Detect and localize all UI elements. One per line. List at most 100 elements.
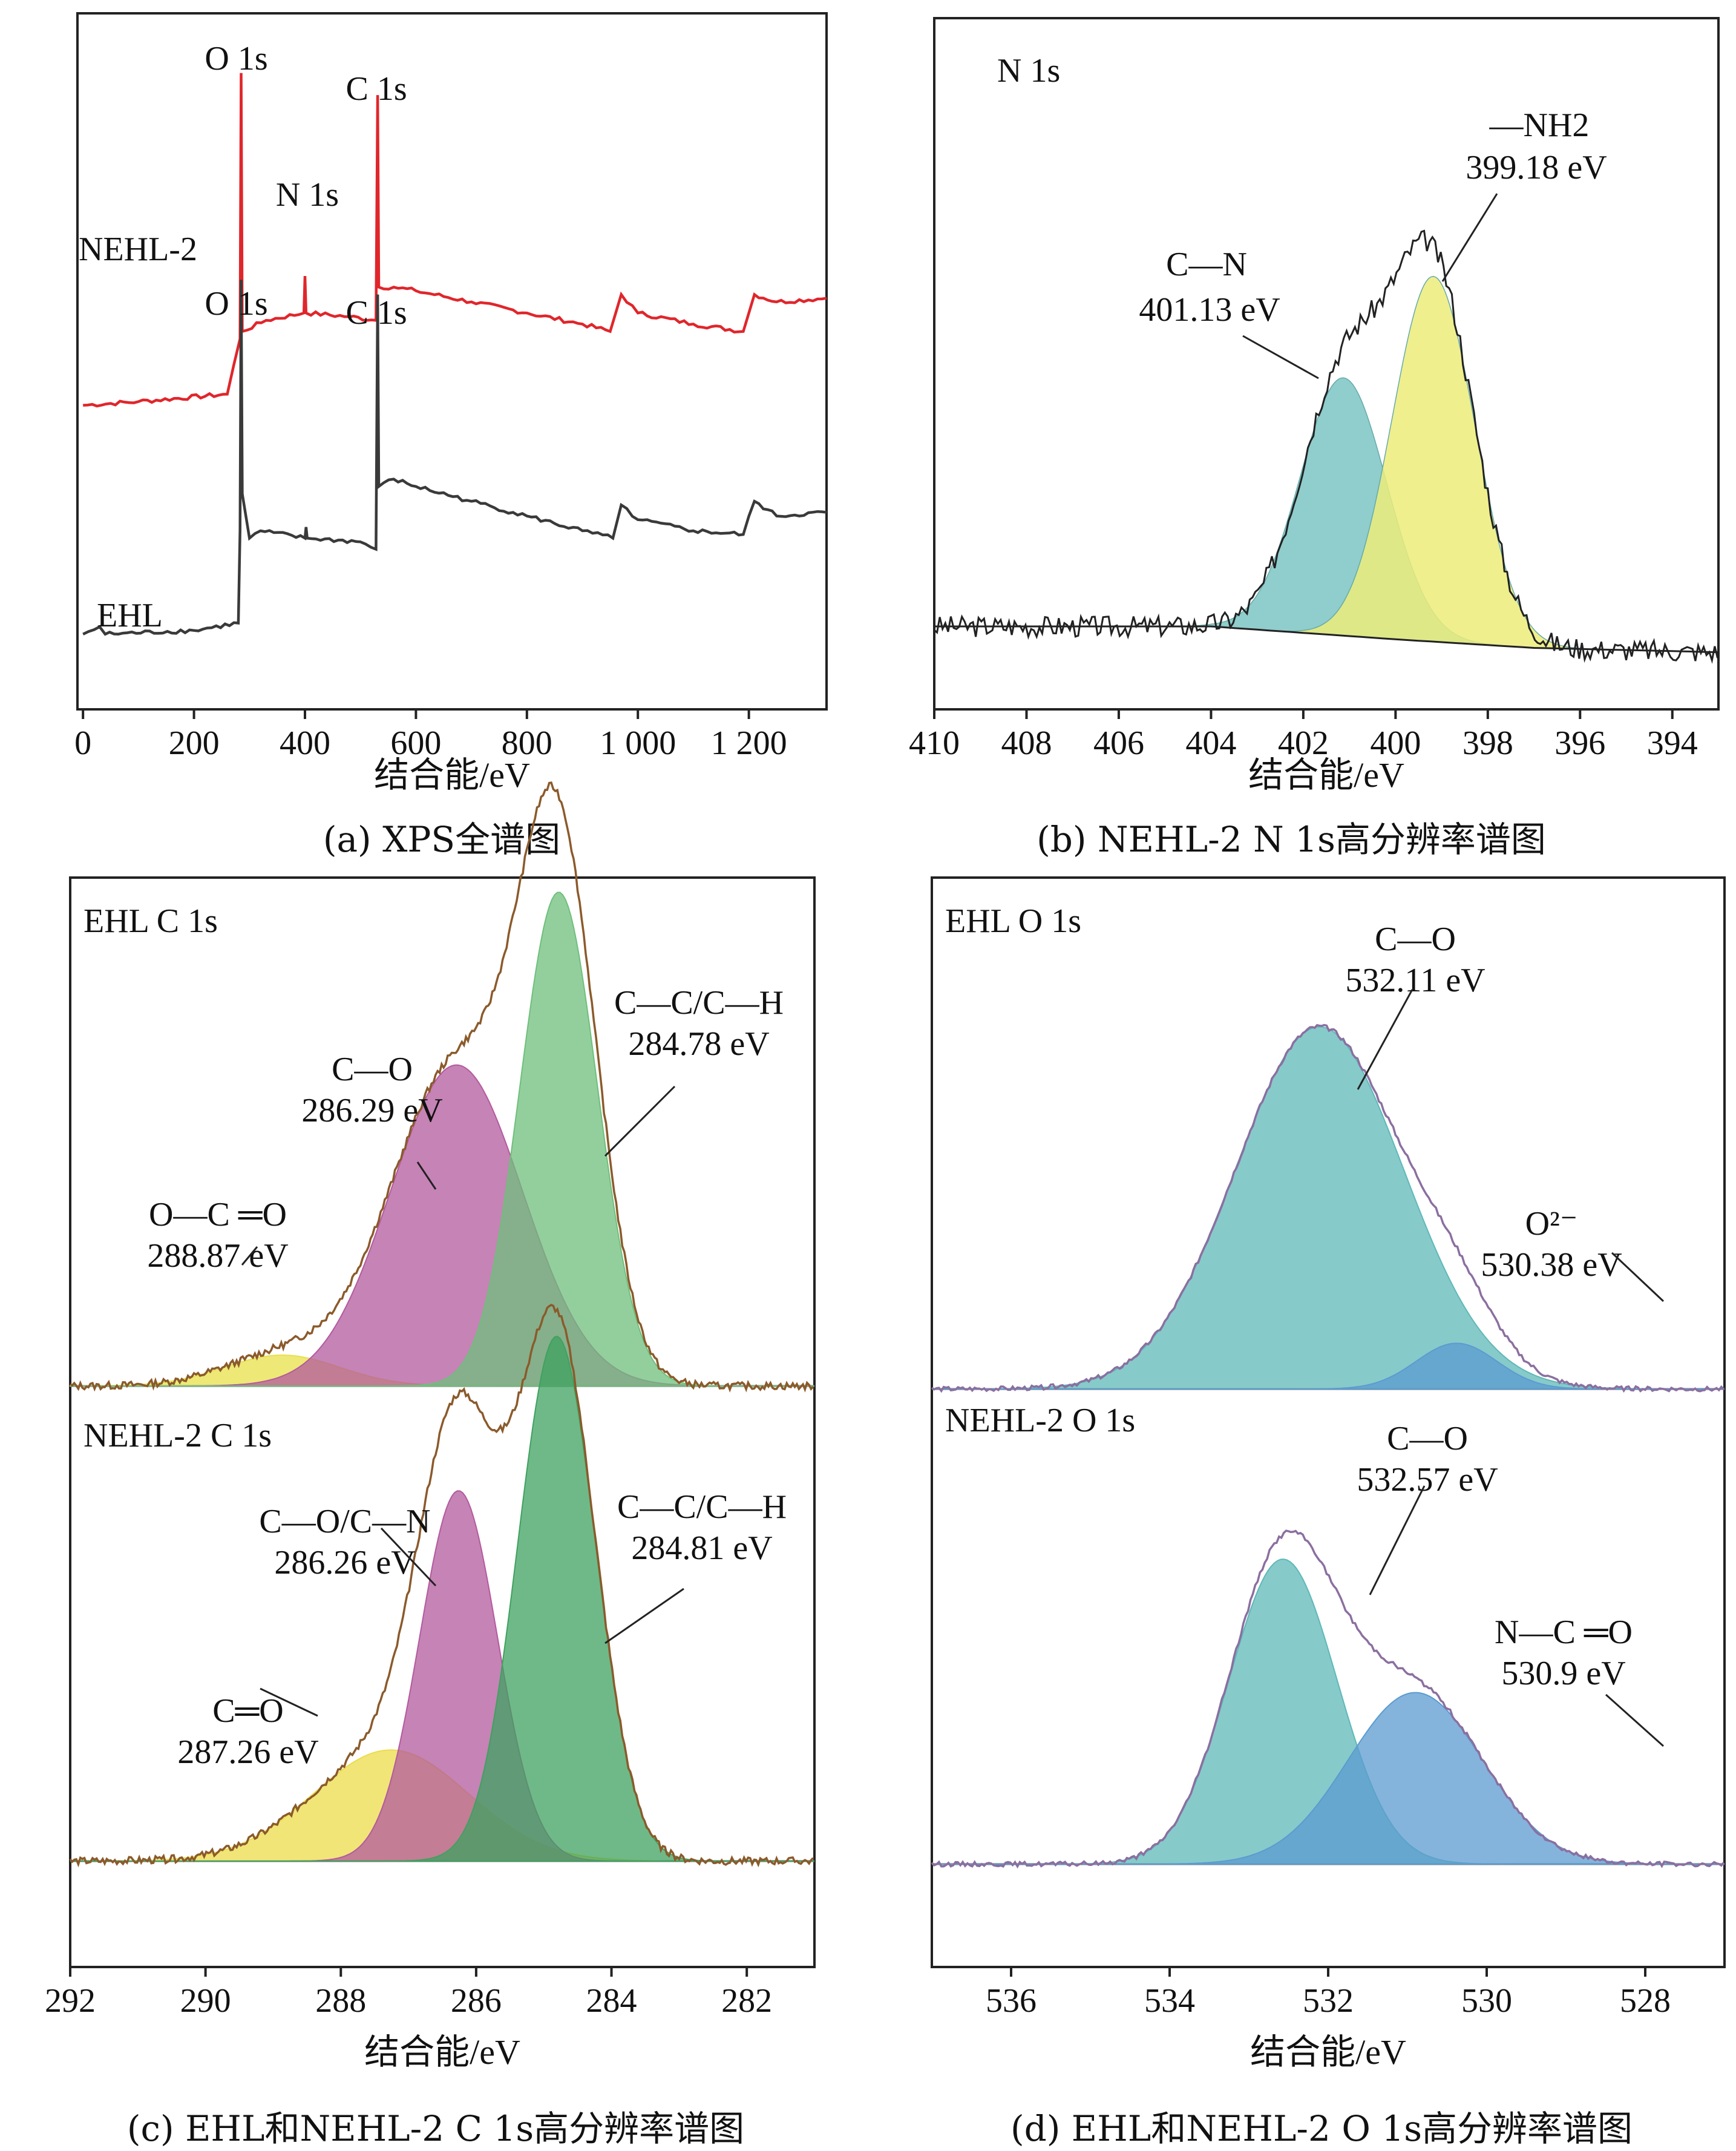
d-peak-energy: 532.57 eV: [1357, 1461, 1498, 1499]
c-peak-energy: 287.26 eV: [177, 1733, 318, 1771]
panel-d-chart: 536 534 532 530 528 结合能/eV EHL O 1s C—O 532.11 e…: [931, 876, 1726, 2072]
c-x-tick-label: 288: [315, 1982, 366, 2020]
a-peak-label: N 1s: [276, 176, 339, 214]
a-axes-frame: [76, 12, 828, 711]
c-peak-energy: 284.78 eV: [628, 1025, 769, 1063]
b-x-axis-label: 结合能/eV: [1248, 755, 1404, 795]
c-peak-label: C—O: [332, 1051, 413, 1088]
d-x-tick-label: 536: [986, 1982, 1037, 2020]
c-peak-label: C—C/C—H: [617, 1488, 787, 1526]
d-peak-label: C—O: [1375, 921, 1456, 958]
c-leader-line: [416, 1161, 437, 1190]
d-peak-energy: 532.11 eV: [1345, 962, 1485, 999]
b-x-tick-label: 398: [1462, 724, 1513, 762]
a-x-tick-label: 0: [74, 724, 91, 762]
panel-c-caption: (c) EHL和NEHL-2 C 1s高分辨率谱图: [126, 2108, 745, 2149]
d-leader-line: [1605, 1693, 1665, 1747]
c-x-axis-label: 结合能/eV: [364, 2032, 520, 2072]
a-x-axis-label: 结合能/eV: [374, 755, 530, 795]
a-peak-label: C 1s: [346, 294, 407, 332]
b-axes-frame: [933, 17, 1720, 711]
b-peak-energy: 401.13 eV: [1139, 291, 1280, 329]
a-series-label-nehl-2: NEHL-2: [79, 231, 197, 268]
b-x-tick-label: 410: [909, 724, 960, 762]
a-series-line-nehl-2: [83, 73, 827, 408]
b-x-tick-label: 394: [1647, 724, 1698, 762]
d-component-area: [932, 1026, 1725, 1390]
c-x-tick-label: 292: [45, 1982, 96, 2020]
d-leader-line: [1611, 1252, 1665, 1302]
c-peak-label: C═O: [212, 1692, 283, 1730]
b-peak-label: C—N: [1166, 246, 1247, 283]
d-peak-label: N—C ═O: [1495, 1614, 1633, 1651]
c-x-tick-label: 282: [721, 1982, 772, 2020]
b-leader-line: [1242, 335, 1319, 379]
a-x-tick-label: 1 200: [711, 724, 787, 762]
b-x-tick-label: 404: [1185, 724, 1236, 762]
c-peak-energy: 284.81 eV: [631, 1529, 772, 1567]
d-subplot-label: NEHL-2 O 1s: [945, 1402, 1135, 1439]
c-x-tick-label: 286: [451, 1982, 502, 2020]
c-axes-frame: [69, 876, 816, 1968]
c-leader-line: [604, 1085, 676, 1157]
d-leader-line: [1369, 1485, 1426, 1595]
b-x-tick-label: 400: [1370, 724, 1421, 762]
d-subplot-label: EHL O 1s: [945, 902, 1081, 940]
b-x-tick-label: 406: [1093, 724, 1144, 762]
d-envelope-line: [931, 1023, 1725, 1393]
panel-b-chart: 410 408 406 404 402 400 398 396 394 结合能/eV N 1s C—N…: [909, 17, 1720, 795]
d-x-tick-label: 528: [1620, 1982, 1671, 2020]
b-x-tick-label: 396: [1554, 724, 1605, 762]
a-peak-label: O 1s: [205, 285, 267, 323]
d-envelope-line: [931, 1529, 1725, 1869]
c-leader-line: [604, 1588, 684, 1644]
c-leader-line: [380, 1527, 437, 1587]
c-peak-energy: 286.29 eV: [301, 1092, 442, 1129]
b-peak-energy: 399.18 eV: [1466, 149, 1607, 186]
d-x-tick-label: 530: [1461, 1982, 1512, 2020]
d-component-area: [932, 1342, 1725, 1390]
a-series-line-ehl: [82, 280, 827, 636]
d-x-tick-label: 534: [1144, 1982, 1195, 2020]
panel-b-caption: (b) NEHL-2 N 1s高分辨率谱图: [1037, 819, 1546, 860]
c-x-tick-label: 284: [586, 1982, 637, 2020]
a-series-label-ehl: EHL: [97, 597, 163, 634]
c-envelope-line: [70, 781, 814, 1393]
b-envelope-line: [934, 229, 1718, 664]
a-x-tick-label: 1 000: [600, 724, 676, 762]
d-peak-label: C—O: [1387, 1420, 1468, 1457]
b-baseline-line: [934, 625, 1719, 654]
a-x-tick-label: 800: [502, 724, 552, 762]
a-x-tick-label: 200: [169, 724, 220, 762]
panel-a-caption: (a) XPS全谱图: [323, 819, 561, 860]
c-envelope-line: [69, 1304, 814, 1868]
d-peak-energy: 530.38 eV: [1481, 1246, 1622, 1284]
c-peak-energy: 288.87 eV: [147, 1237, 288, 1275]
b-x-tick-label: 402: [1278, 724, 1329, 762]
c-peak-label: C—O/C—N: [259, 1503, 430, 1540]
d-leader-line: [1357, 989, 1413, 1090]
d-x-axis-label: 结合能/eV: [1250, 2032, 1406, 2072]
c-leader-line: [241, 1246, 258, 1266]
c-leader-line: [260, 1687, 318, 1717]
b-x-tick-label: 408: [1001, 724, 1052, 762]
panel-d-caption: (d) EHL和NEHL-2 O 1s高分辨率谱图: [1010, 2108, 1633, 2149]
panel-c-chart: 292 290 288 286 284 282 结合能/eV EHL C 1s O—C ═O 28…: [45, 781, 816, 2072]
a-x-tick-label: 600: [390, 724, 441, 762]
c-peak-label: O—C ═O: [149, 1196, 287, 1233]
b-panel-label: N 1s: [997, 52, 1060, 90]
c-subplot-label: NEHL-2 C 1s: [84, 1417, 272, 1454]
c-peak-label: C—C/C—H: [614, 984, 784, 1022]
d-peak-label: O²⁻: [1525, 1205, 1578, 1243]
b-leader-line: [1441, 193, 1498, 282]
c-subplot-label: EHL C 1s: [84, 902, 218, 940]
b-peak-label: —NH2: [1489, 107, 1590, 144]
d-peak-energy: 530.9 eV: [1501, 1655, 1625, 1692]
a-x-tick-label: 400: [280, 724, 330, 762]
c-component-area: [70, 892, 814, 1387]
a-peak-label: C 1s: [346, 70, 407, 108]
a-peak-label: O 1s: [205, 40, 267, 77]
d-x-tick-label: 532: [1303, 1982, 1354, 2020]
c-peak-energy: 286.26 eV: [274, 1544, 415, 1581]
